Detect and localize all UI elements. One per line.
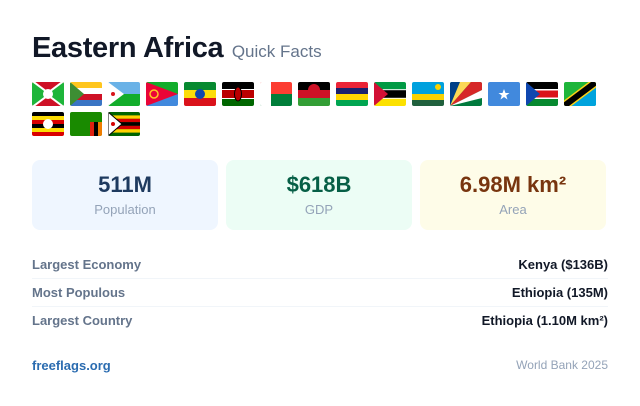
flag — [184, 82, 216, 106]
fact-row: Most Populous Ethiopia (135M) — [32, 278, 608, 307]
flag — [450, 82, 482, 106]
flag — [32, 82, 64, 106]
fact-label: Largest Economy — [32, 256, 142, 272]
flag — [146, 82, 178, 106]
fact-row: Largest Country Ethiopia (1.10M km²) — [32, 306, 608, 334]
flag — [298, 82, 330, 106]
stat-value: 6.98M km² — [459, 172, 567, 197]
subtitle: Quick Facts — [231, 42, 322, 61]
flag — [412, 82, 444, 106]
stat-card: 6.98M km² Area — [420, 160, 606, 230]
stat-value: $618B — [286, 172, 352, 197]
title: Eastern Africa — [32, 32, 224, 64]
footer-link[interactable]: freeflags.org — [32, 358, 111, 373]
flag — [32, 112, 64, 136]
flags — [32, 82, 612, 136]
flag — [108, 82, 140, 106]
flag — [108, 112, 140, 136]
flag — [222, 82, 254, 106]
stat-card: $618B GDP — [226, 160, 412, 230]
flag — [564, 82, 596, 106]
flag — [336, 82, 368, 106]
fact-value: Ethiopia (1.10M km²) — [481, 312, 608, 328]
stat-value: 511M — [98, 172, 152, 197]
fact-value: Kenya ($136B) — [518, 256, 608, 272]
stat-label: GDP — [304, 202, 334, 217]
footer-source: World Bank 2025 — [516, 358, 608, 372]
flag — [374, 82, 406, 106]
flag — [70, 82, 102, 106]
fact-value: Ethiopia (135M) — [511, 284, 608, 300]
fact-label: Largest Country — [32, 312, 133, 328]
fact-label: Most Populous — [32, 284, 126, 300]
header: Eastern Africa Quick Facts — [32, 32, 322, 65]
stat-label: Area — [499, 202, 527, 217]
fact-row: Largest Economy Kenya ($136B) — [32, 250, 608, 279]
flag — [488, 82, 520, 106]
stat-card: 511M Population — [32, 160, 218, 230]
flag — [526, 82, 558, 106]
flag — [70, 112, 102, 136]
stat-label: Population — [94, 202, 156, 217]
flag — [260, 82, 292, 106]
